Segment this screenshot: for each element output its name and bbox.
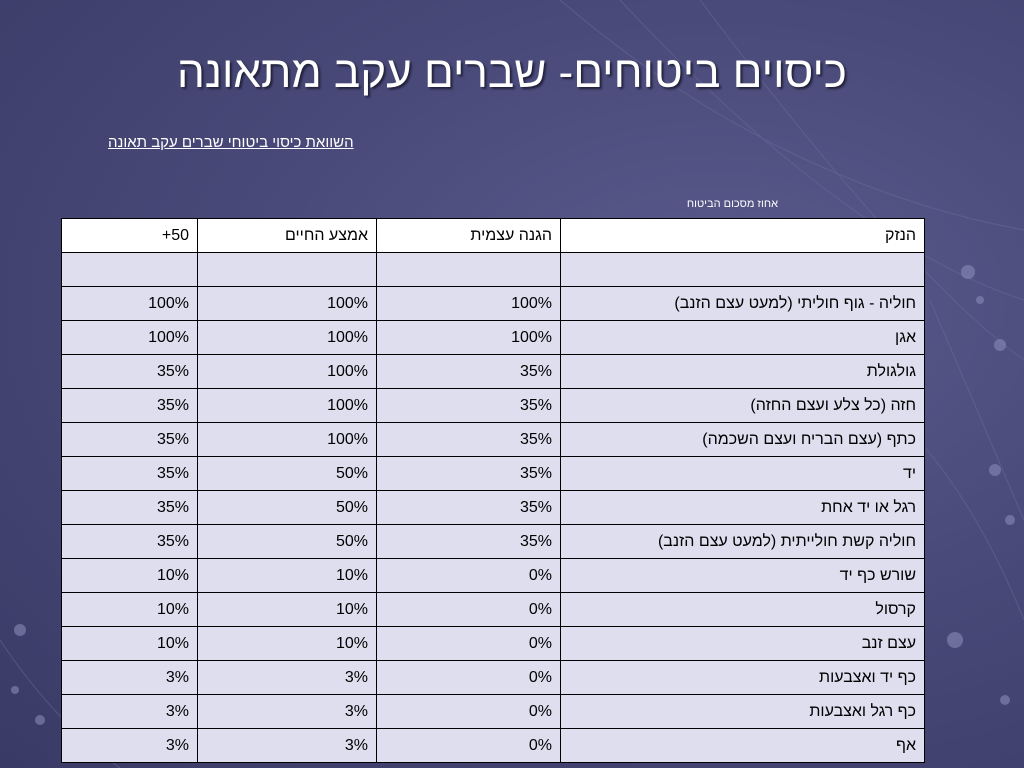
cell-50-plus: 35% [61,388,198,423]
cell-damage: עצם זנב [560,626,925,661]
cell-self-defense: 100% [376,320,561,355]
cell-50-plus: 35% [61,490,198,525]
cell-midlife: 100% [197,422,377,457]
cell-damage: כף רגל ואצבעות [560,694,925,729]
cell-50-plus: 35% [61,354,198,389]
cell-midlife: 50% [197,524,377,559]
cell-self-defense: 0% [376,626,561,661]
cell-midlife: 10% [197,626,377,661]
cell-50-plus: 3% [61,694,198,729]
table-row [61,252,925,287]
table-header-row: הנזק הגנה עצמית אמצע החיים 50+ [61,218,925,253]
table-row: רגל או יד אחת 35% 50% 35% [61,490,925,525]
cell-damage: שורש כף יד [560,558,925,593]
table-row: אגן 100% 100% 100% [61,320,925,355]
table-row: שורש כף יד 0% 10% 10% [61,558,925,593]
cell-midlife [197,252,377,287]
cell-midlife: 50% [197,490,377,525]
cell-50-plus: 10% [61,558,198,593]
cell-50-plus: 3% [61,728,198,763]
cell-self-defense: 0% [376,660,561,695]
table-row: גולגולת 35% 100% 35% [61,354,925,389]
table-subtitle: השוואת כיסוי ביטוחי שברים עקב תאונה [108,134,354,151]
cell-damage: חוליה - גוף חוליתי (למעט עצם הזנב) [560,286,925,321]
cell-midlife: 3% [197,660,377,695]
cell-self-defense: 35% [376,388,561,423]
table-row: אף 0% 3% 3% [61,728,925,763]
cell-self-defense: 35% [376,422,561,457]
table-row: חוליה קשת חולייתית (למעט עצם הזנב) 35% 5… [61,524,925,559]
cell-50-plus: 10% [61,592,198,627]
cell-midlife: 100% [197,286,377,321]
page-title: כיסוים ביטוחים- שברים עקב מתאונה [176,48,848,97]
cell-50-plus: 100% [61,320,198,355]
cell-self-defense: 35% [376,456,561,491]
cell-damage: חוליה קשת חולייתית (למעט עצם הזנב) [560,524,925,559]
table-row: קרסול 0% 10% 10% [61,592,925,627]
cell-self-defense: 35% [376,524,561,559]
cell-damage: רגל או יד אחת [560,490,925,525]
cell-damage: כף יד ואצבעות [560,660,925,695]
cell-self-defense: 0% [376,728,561,763]
table-row: כף רגל ואצבעות 0% 3% 3% [61,694,925,729]
table-row: כף יד ואצבעות 0% 3% 3% [61,660,925,695]
cell-midlife: 3% [197,694,377,729]
cell-50-plus: 35% [61,524,198,559]
table-row: עצם זנב 0% 10% 10% [61,626,925,661]
cell-self-defense [376,252,561,287]
cell-midlife: 10% [197,558,377,593]
cell-50-plus [61,252,198,287]
table-row: חוליה - גוף חוליתי (למעט עצם הזנב) 100% … [61,286,925,321]
cell-damage: כתף (עצם הבריח ועצם השכמה) [560,422,925,457]
cell-self-defense: 100% [376,286,561,321]
table-caption: אחוז מסכום הביטוח [686,198,778,210]
cell-self-defense: 0% [376,558,561,593]
cell-midlife: 3% [197,728,377,763]
cell-self-defense: 35% [376,354,561,389]
column-header-50-plus: 50+ [61,218,198,253]
column-header-midlife: אמצע החיים [197,218,377,253]
cell-self-defense: 0% [376,592,561,627]
column-header-damage: הנזק [560,218,925,253]
cell-50-plus: 35% [61,422,198,457]
cell-midlife: 100% [197,320,377,355]
table-row: יד 35% 50% 35% [61,456,925,491]
column-header-self-defense: הגנה עצמית [376,218,561,253]
cell-midlife: 100% [197,354,377,389]
cell-damage [560,252,925,287]
cell-50-plus: 35% [61,456,198,491]
cell-midlife: 10% [197,592,377,627]
cell-self-defense: 35% [376,490,561,525]
cell-damage: חזה (כל צלע ועצם החזה) [560,388,925,423]
cell-damage: גולגולת [560,354,925,389]
cell-damage: אגן [560,320,925,355]
cell-midlife: 50% [197,456,377,491]
table-row: חזה (כל צלע ועצם החזה) 35% 100% 35% [61,388,925,423]
coverage-table: הנזק הגנה עצמית אמצע החיים 50+ חוליה - ג… [61,218,925,763]
table-row: כתף (עצם הבריח ועצם השכמה) 35% 100% 35% [61,422,925,457]
cell-50-plus: 10% [61,626,198,661]
cell-damage: יד [560,456,925,491]
cell-50-plus: 100% [61,286,198,321]
cell-50-plus: 3% [61,660,198,695]
cell-damage: קרסול [560,592,925,627]
cell-damage: אף [560,728,925,763]
cell-midlife: 100% [197,388,377,423]
cell-self-defense: 0% [376,694,561,729]
